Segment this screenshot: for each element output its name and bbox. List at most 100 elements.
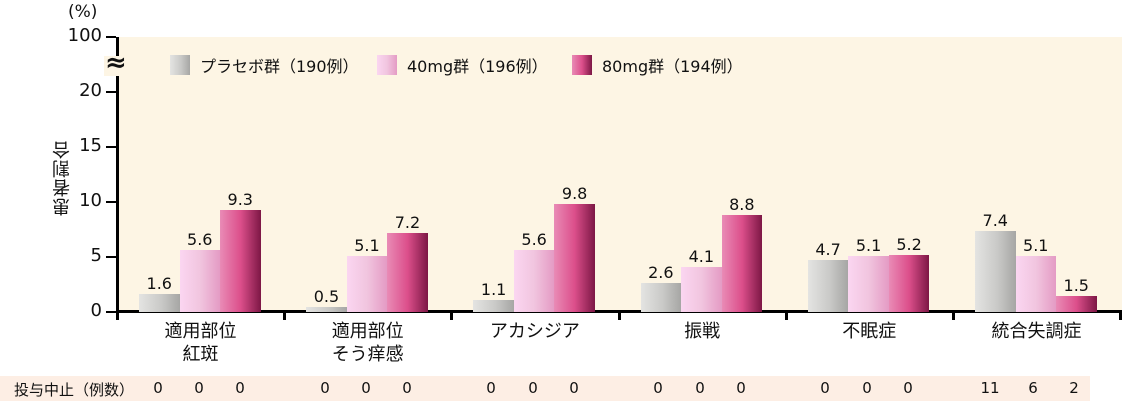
discontinuation-count: 0 [903, 379, 913, 397]
bar [473, 299, 514, 312]
bar [975, 230, 1016, 312]
x-axis-category-label: 適用部位 紅斑 [117, 320, 284, 366]
category-label-line: 紅斑 [182, 344, 219, 365]
bar [721, 215, 763, 312]
category-label-line: 不眠症 [842, 321, 897, 342]
bar [220, 209, 261, 312]
legend-label: プラセボ群（190例） [200, 57, 359, 76]
y-axis-tick [106, 146, 116, 148]
legend-item: 80mg群（194例） [572, 53, 743, 77]
discontinuation-count: 2 [1069, 379, 1079, 397]
bar [1015, 255, 1056, 312]
bar-value-label: 1.1 [480, 279, 507, 299]
x-axis-tick [116, 311, 119, 320]
legend-item: プラセボ群（190例） [170, 53, 359, 77]
category-label-line: 適用部位 [164, 321, 237, 342]
discontinuation-count: 6 [1028, 379, 1038, 397]
bar [640, 283, 682, 312]
legend-item: 40mg群（196例） [377, 53, 548, 77]
x-axis-tick [450, 311, 454, 320]
y-axis-tick-label: 5 [90, 245, 102, 266]
y-axis-tick-label: 100 [67, 25, 102, 46]
bar-value-label: 5.6 [187, 230, 213, 250]
discontinuation-count: 0 [695, 379, 705, 397]
bar-value-label: 7.2 [394, 212, 421, 232]
y-axis-unit-label: (%) [68, 2, 98, 22]
plot-background [119, 37, 1122, 312]
bar [387, 232, 428, 312]
bar [681, 266, 722, 312]
bar [513, 250, 555, 312]
bar-value-label: 0.5 [313, 286, 340, 306]
discontinuation-count: 0 [153, 379, 163, 397]
bar [179, 250, 220, 312]
discontinuation-count: 0 [736, 379, 746, 397]
category-label-line: 適用部位 [331, 321, 404, 342]
y-axis-tick-label: 10 [79, 190, 102, 211]
x-axis-tick [283, 311, 287, 320]
legend-label: 80mg群（194例） [602, 57, 743, 76]
axis-break-icon: ≈ [105, 48, 127, 78]
y-axis-tick [106, 201, 116, 203]
y-axis-tick [106, 256, 116, 258]
discontinuation-row-band [0, 376, 1090, 401]
bar [139, 294, 180, 312]
y-axis-tick-label: 0 [90, 300, 102, 321]
x-axis-category-label: 適用部位 そう痒感 [284, 320, 451, 366]
bar-value-label: 5.6 [521, 230, 547, 250]
y-axis-tick-label: 15 [79, 135, 102, 156]
x-axis-category-label: アカシジア [451, 320, 618, 343]
discontinuation-row-label: 投与中止（例数） [14, 381, 135, 399]
x-axis-tick [1119, 311, 1123, 320]
discontinuation-count: 0 [528, 379, 538, 397]
discontinuation-count: 0 [569, 379, 579, 397]
bar-value-label: 5.1 [855, 235, 882, 255]
y-axis-tick [106, 311, 116, 313]
discontinuation-count: 0 [653, 379, 663, 397]
y-axis-title: 患者割合 [52, 140, 73, 216]
x-axis-tick [784, 311, 788, 320]
bar [1056, 295, 1097, 312]
bar-value-label: 4.7 [815, 240, 841, 260]
bar [554, 204, 595, 312]
legend-label: 40mg群（196例） [407, 57, 548, 76]
bar-value-label: 5.1 [354, 235, 380, 255]
category-label-line: 振戦 [684, 321, 721, 342]
x-axis-category-label: 不眠症 [786, 320, 953, 343]
category-label-line: 統合失調症 [991, 321, 1082, 342]
category-label-line: そう痒感 [331, 344, 404, 365]
bar [848, 255, 889, 312]
legend-swatch [170, 55, 190, 75]
bar [346, 255, 388, 312]
discontinuation-count: 0 [361, 379, 371, 397]
bar-value-label: 8.8 [729, 195, 755, 215]
y-axis-tick [106, 91, 116, 93]
legend-swatch [377, 55, 397, 75]
bar-value-label: 9.8 [561, 184, 588, 204]
bar-value-label: 5.1 [1023, 235, 1049, 255]
bar-value-label: 7.4 [982, 210, 1008, 230]
bar-value-label: 9.3 [227, 189, 253, 209]
discontinuation-count: 0 [402, 379, 412, 397]
bar-value-label: 5.2 [896, 234, 922, 254]
bar-value-label: 2.6 [648, 263, 674, 283]
legend-swatch [572, 55, 592, 75]
y-axis-tick-label: 20 [79, 80, 102, 101]
axis-break-mask [104, 56, 130, 76]
bar [888, 254, 930, 312]
x-axis-tick [952, 311, 955, 320]
y-axis [116, 37, 119, 315]
x-axis-tick [617, 311, 621, 320]
x-axis-category-label: 振戦 [619, 320, 786, 343]
discontinuation-count: 0 [235, 379, 245, 397]
discontinuation-count: 0 [820, 379, 830, 397]
bar-value-label: 1.5 [1063, 275, 1089, 295]
bar-value-label: 4.1 [688, 246, 715, 266]
discontinuation-count: 0 [862, 379, 872, 397]
category-label-line: アカシジア [489, 321, 580, 342]
discontinuation-count: 0 [320, 379, 330, 397]
y-axis-tick [106, 36, 116, 38]
discontinuation-count: 11 [980, 379, 1000, 397]
x-axis-category-label: 統合失調症 [953, 320, 1120, 343]
discontinuation-count: 0 [486, 379, 496, 397]
